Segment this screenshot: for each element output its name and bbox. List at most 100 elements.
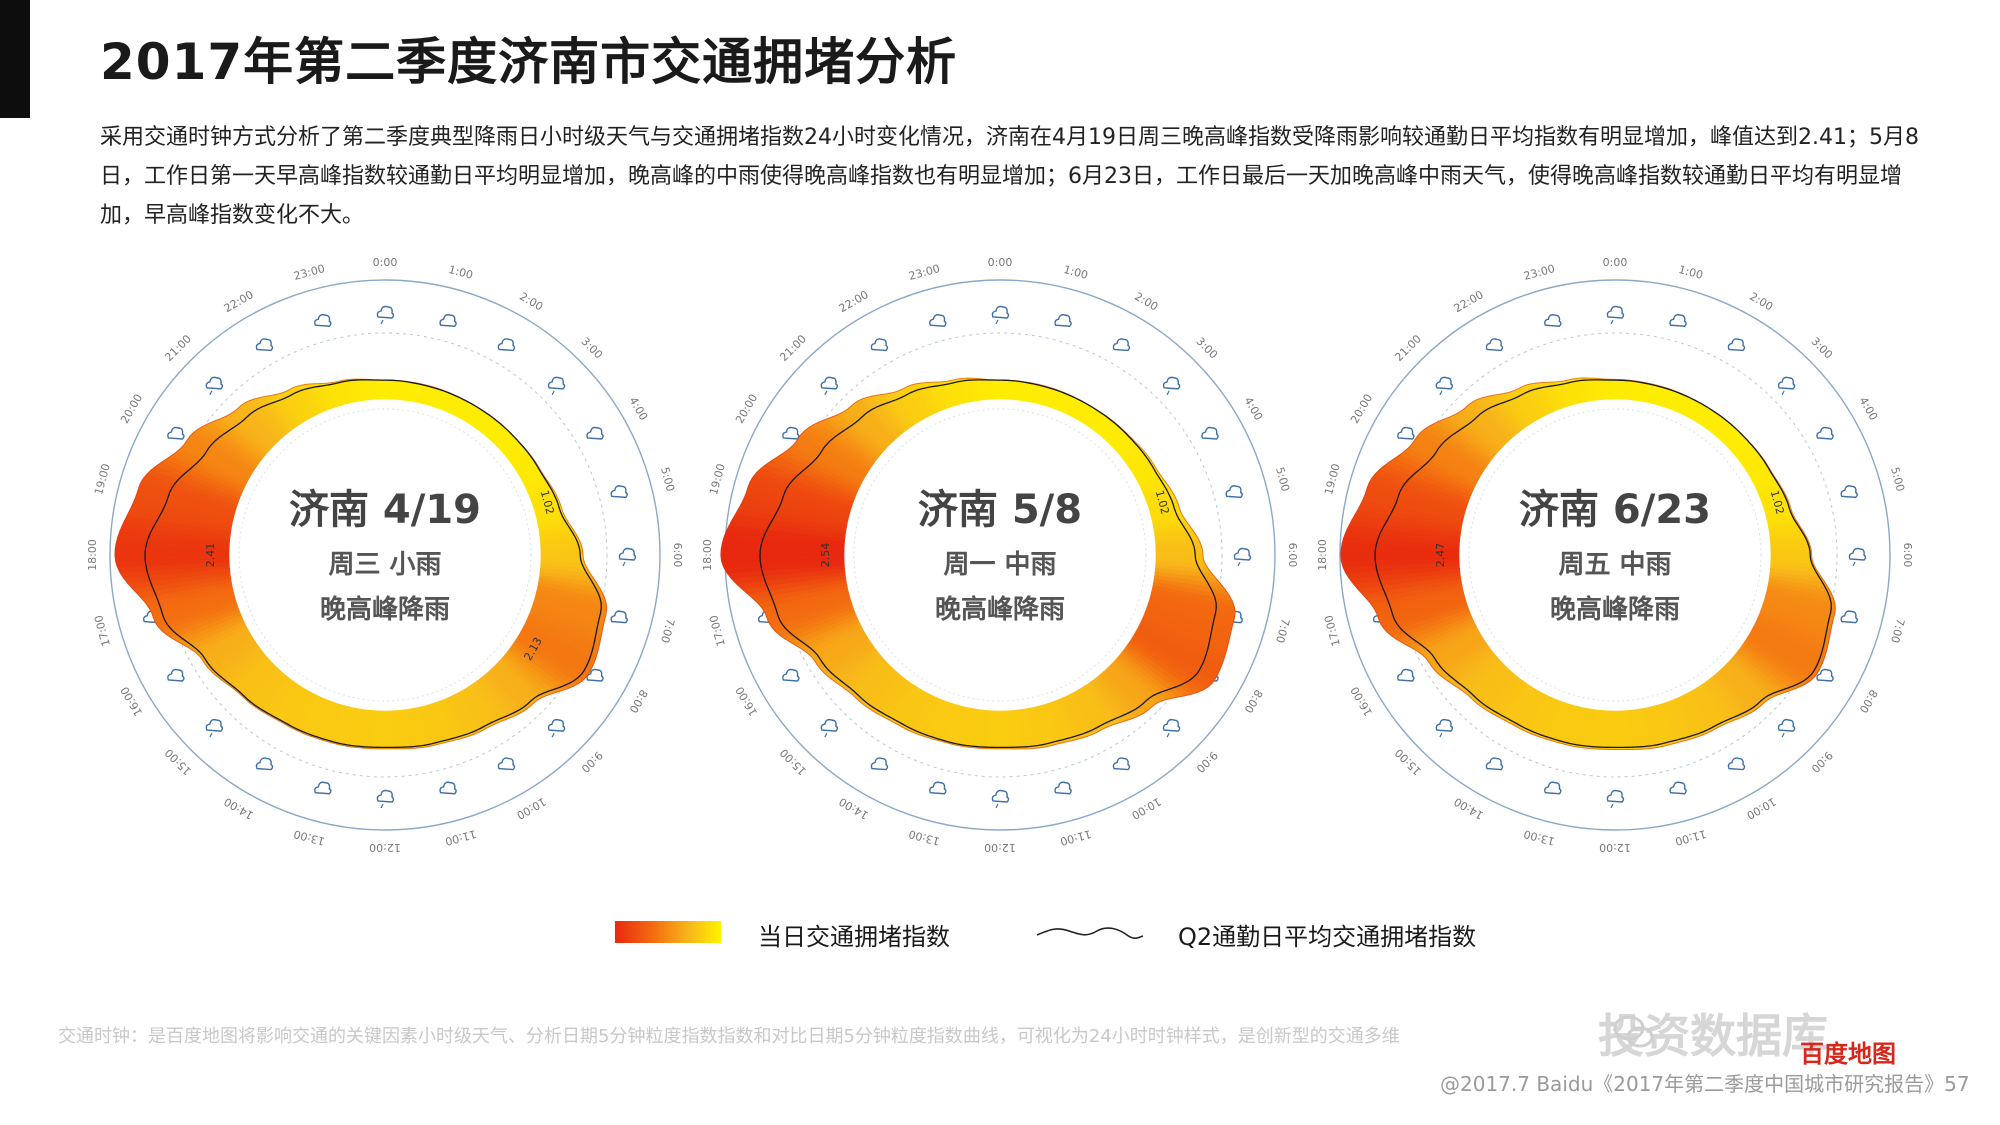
hour-tick-label: 17:00 bbox=[92, 614, 113, 648]
weather-cloud-icon bbox=[929, 314, 947, 327]
center-guide-ring bbox=[1468, 408, 1762, 702]
clock-center bbox=[845, 400, 1155, 710]
hour-tick-label: 8:00 bbox=[1242, 687, 1266, 715]
legend-line-swatch bbox=[1036, 927, 1144, 940]
hour-tick-label: 14:00 bbox=[837, 795, 871, 822]
hour-tick-label: 1:00 bbox=[447, 263, 474, 282]
clock-center bbox=[1460, 400, 1770, 710]
page-title: 2017年第二季度济南市交通拥堵分析 bbox=[100, 33, 958, 91]
weather-cloud-icon bbox=[497, 757, 516, 771]
weather-cloud-icon bbox=[255, 338, 274, 352]
weather-cloud-icon bbox=[376, 305, 395, 325]
weather-cloud-icon bbox=[1606, 789, 1625, 809]
average-index-line bbox=[759, 379, 1217, 749]
daily-index-band bbox=[114, 378, 608, 750]
weather-cloud-icon bbox=[205, 718, 224, 738]
hour-tick-label: 2:00 bbox=[1132, 290, 1160, 314]
wechat-icon bbox=[1613, 1015, 1654, 1048]
hour-tick-label: 20:00 bbox=[118, 392, 145, 426]
legend-label-daily: 当日交通拥堵指数 bbox=[758, 923, 950, 951]
hour-tick-label: 9:00 bbox=[1193, 748, 1220, 775]
hour-tick-label: 12:00 bbox=[1599, 841, 1631, 854]
hour-tick-label: 18:00 bbox=[701, 539, 714, 571]
clock-weather-line: 周五 中雨 bbox=[1558, 550, 1671, 580]
hour-tick-label: 5:00 bbox=[1888, 466, 1907, 493]
peak-value-label: 2.47 bbox=[1434, 543, 1447, 568]
hour-tick-label: 21:00 bbox=[777, 332, 809, 364]
weather-cloud-icon bbox=[1112, 338, 1131, 352]
hour-tick-label: 22:00 bbox=[222, 288, 256, 315]
weather-cloud-icon bbox=[1840, 610, 1858, 624]
weather-cloud-icon bbox=[167, 426, 185, 440]
hour-tick-label: 8:00 bbox=[1857, 687, 1881, 715]
weather-cloud-icon bbox=[376, 789, 395, 809]
inner-dashed-ring bbox=[1392, 332, 1838, 778]
hour-tick-label: 18:00 bbox=[86, 539, 99, 571]
hour-tick-label: 7:00 bbox=[1273, 617, 1292, 644]
index-value-label: 1.02 bbox=[538, 489, 557, 516]
index-segment bbox=[1770, 550, 1812, 556]
weather-cloud-icon bbox=[1054, 314, 1072, 327]
weather-cloud-icon bbox=[1840, 485, 1858, 499]
hour-tick-label: 3:00 bbox=[1193, 335, 1220, 362]
weather-cloud-icon bbox=[314, 781, 332, 795]
outer-ring bbox=[1339, 279, 1891, 831]
hour-tick-label: 21:00 bbox=[162, 332, 194, 364]
weather-cloud-icon bbox=[547, 376, 566, 396]
weather-cloud-icon bbox=[1544, 314, 1562, 327]
hour-tick-label: 13:00 bbox=[907, 827, 941, 848]
hour-tick-label: 21:00 bbox=[1392, 332, 1424, 364]
weather-cloud-icon bbox=[1225, 485, 1243, 499]
hour-tick-label: 17:00 bbox=[707, 614, 728, 648]
clock-svg: 0:00 1:00 2:00 3:00 4:00 5:00 6:00 7:00 8:00 9:00… bbox=[701, 256, 1299, 854]
weather-cloud-icon bbox=[1606, 305, 1625, 325]
hour-tick-label: 1:00 bbox=[1062, 263, 1089, 282]
clock-weather-line: 周一 中雨 bbox=[943, 550, 1056, 580]
hour-tick-label: 22:00 bbox=[1452, 288, 1486, 315]
hour-tick-label: 9:00 bbox=[1808, 748, 1835, 775]
weather-cloud-icon bbox=[439, 781, 457, 795]
hour-tick-label: 15:00 bbox=[1392, 746, 1424, 778]
weather-cloud-icon bbox=[205, 376, 224, 396]
outer-ring bbox=[109, 279, 661, 831]
weather-cloud-icon bbox=[1816, 426, 1834, 440]
center-guide-ring bbox=[238, 408, 532, 702]
traffic-clock-0623: 0:00 1:00 2:00 3:00 4:00 5:00 6:00 7:00 8:00 9:00… bbox=[1315, 255, 1915, 855]
hour-tick-label: 3:00 bbox=[1808, 335, 1835, 362]
hour-tick-label: 14:00 bbox=[222, 795, 256, 822]
hour-tick-label: 5:00 bbox=[658, 466, 677, 493]
hour-tick-label: 6:00 bbox=[1286, 543, 1299, 568]
weather-cloud-icon bbox=[991, 789, 1010, 809]
hour-tick-label: 16:00 bbox=[1348, 684, 1375, 718]
index-segment bbox=[380, 379, 386, 400]
index-segment bbox=[540, 550, 584, 556]
hour-tick-label: 11:00 bbox=[1059, 827, 1093, 848]
weather-cloud-icon bbox=[1435, 376, 1454, 396]
inner-dashed-ring bbox=[162, 332, 608, 778]
hour-tick-label: 20:00 bbox=[733, 392, 760, 426]
hour-tick-label: 19:00 bbox=[707, 462, 728, 496]
weather-cloud-icon bbox=[870, 757, 889, 771]
hour-tick-label: 22:00 bbox=[837, 288, 871, 315]
hour-tick-label: 3:00 bbox=[578, 335, 605, 362]
clock-city-date: 济南 6/23 bbox=[1519, 487, 1711, 533]
peak-value-label: 2.54 bbox=[819, 543, 832, 568]
weather-cloud-icon bbox=[929, 781, 947, 795]
weather-cloud-icon bbox=[439, 314, 457, 327]
traffic-clock-0508: 0:00 1:00 2:00 3:00 4:00 5:00 6:00 7:00 8:00 9:00… bbox=[700, 255, 1300, 855]
hour-tick-label: 4:00 bbox=[627, 395, 651, 423]
hour-tick-label: 16:00 bbox=[118, 684, 145, 718]
weather-cloud-icon bbox=[1397, 668, 1415, 682]
hour-tick-label: 12:00 bbox=[369, 841, 401, 854]
hour-tick-label: 11:00 bbox=[444, 827, 478, 848]
weather-cloud-icon bbox=[1435, 718, 1454, 738]
hour-tick-label: 20:00 bbox=[1348, 392, 1375, 426]
index-outline bbox=[114, 378, 608, 750]
weather-cloud-icon bbox=[610, 610, 628, 624]
index-value-label: 1.02 bbox=[1768, 489, 1787, 516]
weather-cloud-icon bbox=[1485, 757, 1504, 771]
clock-city-date: 济南 4/19 bbox=[289, 487, 481, 533]
weather-cloud-icon bbox=[1777, 718, 1796, 738]
weather-cloud-icon bbox=[1816, 668, 1834, 682]
index-value-label: 1.02 bbox=[1153, 489, 1172, 516]
